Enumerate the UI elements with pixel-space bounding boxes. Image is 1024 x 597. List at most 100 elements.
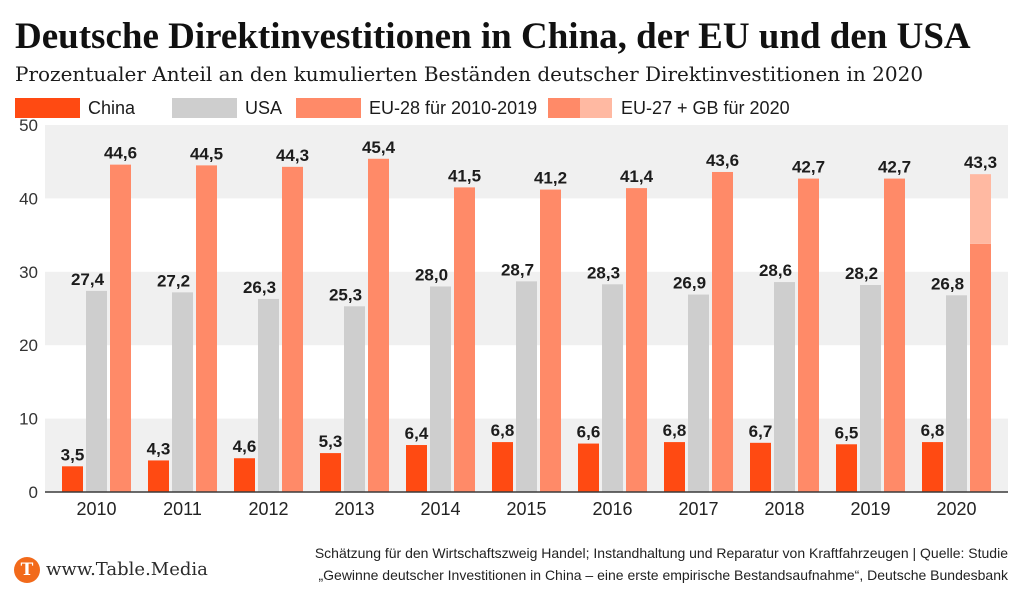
- legend-label-usa: USA: [245, 98, 283, 118]
- x-tick-label: 2011: [163, 499, 202, 519]
- data-label-eu-2020: 43,3: [964, 153, 997, 172]
- bar-eu-2011: [196, 165, 217, 492]
- bar-eu-2012: [282, 166, 303, 492]
- chart-subtitle: Prozentualer Anteil an den kumulierten B…: [15, 62, 924, 86]
- bar-china-2011: [148, 460, 169, 492]
- bar-usa-2011: [172, 292, 193, 492]
- data-label-china-2012: 4,6: [233, 437, 257, 456]
- legend-item-eu27-gb: EU-27 + GB für 2020: [548, 98, 790, 118]
- data-label-china-2013: 5,3: [319, 432, 343, 451]
- bar-eu-2017: [712, 171, 733, 492]
- x-tick-label: 2013: [334, 499, 374, 519]
- data-label-eu-2015: 41,2: [534, 169, 567, 188]
- data-label-eu-2012: 44,3: [276, 146, 309, 165]
- data-label-usa-2014: 28,0: [415, 265, 448, 284]
- data-label-china-2016: 6,6: [577, 423, 601, 442]
- bar-usa-2014: [430, 286, 451, 492]
- data-label-china-2019: 6,5: [835, 423, 859, 442]
- data-label-china-2020: 6,8: [921, 421, 945, 440]
- y-tick-label: 10: [19, 410, 38, 429]
- bar-china-2017: [664, 442, 685, 492]
- bar-eu-2013: [368, 158, 389, 492]
- legend-swatch-china: [15, 98, 80, 118]
- data-label-china-2018: 6,7: [749, 422, 773, 441]
- bar-usa-2015: [516, 281, 537, 492]
- source-note-line-2: „Gewinne deutscher Investitionen in Chin…: [318, 567, 1008, 583]
- data-label-usa-2013: 25,3: [329, 285, 362, 304]
- bar-china-2020: [922, 442, 943, 492]
- data-label-china-2015: 6,8: [491, 421, 515, 440]
- y-tick-label: 20: [19, 336, 38, 355]
- bar-eu-2010: [110, 164, 131, 493]
- data-label-usa-2010: 27,4: [71, 270, 105, 289]
- data-label-usa-2017: 26,9: [673, 274, 706, 293]
- data-label-eu-2011: 44,5: [190, 144, 223, 163]
- x-tick-label: 2019: [850, 499, 890, 519]
- legend-swatch-gb: [580, 98, 612, 118]
- x-tick-label: 2015: [506, 499, 546, 519]
- bar-usa-2012: [258, 298, 279, 492]
- data-label-usa-2018: 28,6: [759, 261, 792, 280]
- bar-china-2015: [492, 442, 513, 492]
- x-tick-label: 2014: [420, 499, 460, 519]
- data-label-china-2010: 3,5: [61, 445, 85, 464]
- x-tick-label: 2010: [76, 499, 116, 519]
- data-label-eu-2017: 43,6: [706, 151, 739, 170]
- bar-china-2013: [320, 453, 341, 492]
- data-label-china-2011: 4,3: [147, 439, 171, 458]
- data-label-china-2017: 6,8: [663, 421, 687, 440]
- bar-china-2019: [836, 444, 857, 492]
- legend-swatch-eu27-gb: [548, 98, 613, 118]
- table-media-logo-icon: T: [14, 557, 40, 583]
- bar-usa-2017: [688, 294, 709, 492]
- x-tick-label: 2018: [764, 499, 804, 519]
- bar-eu-2014: [454, 187, 475, 492]
- data-label-eu-2018: 42,7: [792, 158, 825, 177]
- data-label-eu-2013: 45,4: [362, 138, 396, 157]
- brand-url: www.Table.Media: [46, 559, 208, 580]
- bar-gb-2020: [970, 174, 991, 244]
- x-tick-label: 2016: [592, 499, 632, 519]
- data-label-eu-2019: 42,7: [878, 158, 911, 177]
- data-label-usa-2015: 28,7: [501, 260, 534, 279]
- data-label-usa-2012: 26,3: [243, 278, 276, 297]
- data-label-eu-2014: 41,5: [448, 166, 481, 185]
- legend-label-eu27-gb: EU-27 + GB für 2020: [621, 98, 790, 118]
- bar-eu-2015: [540, 189, 561, 493]
- legend-swatch-eu28: [296, 98, 361, 118]
- bar-china-2010: [62, 466, 83, 492]
- bar-usa-2010: [86, 290, 107, 492]
- legend-swatch-usa: [172, 98, 237, 118]
- data-label-usa-2019: 28,2: [845, 264, 878, 283]
- legend-swatch-eu27: [548, 98, 580, 118]
- data-label-eu-2010: 44,6: [104, 144, 137, 163]
- y-tick-label: 50: [19, 116, 38, 135]
- bar-china-2014: [406, 445, 427, 492]
- source-note-line-1: Schätzung für den Wirtschaftszweig Hande…: [314, 545, 1008, 561]
- data-label-eu-2016: 41,4: [620, 167, 654, 186]
- x-tick-label: 2017: [678, 499, 718, 519]
- bar-usa-2013: [344, 306, 365, 492]
- x-tick-label: 2012: [248, 499, 288, 519]
- y-tick-label: 0: [29, 483, 38, 502]
- legend-item-usa: USA: [172, 98, 282, 118]
- bar-eu-2018: [798, 178, 819, 492]
- bar-usa-2016: [602, 284, 623, 492]
- bar-eu-2019: [884, 178, 905, 492]
- bar-china-2012: [234, 458, 255, 492]
- x-tick-label: 2020: [936, 499, 976, 519]
- data-label-china-2014: 6,4: [405, 424, 429, 443]
- legend-item-eu28: EU-28 für 2010-2019: [296, 98, 537, 118]
- y-tick-label: 30: [19, 263, 38, 282]
- legend-item-china: China: [15, 98, 135, 118]
- bar-china-2016: [578, 443, 599, 492]
- chart-title: Deutsche Direktinvestitionen in China, d…: [15, 16, 971, 57]
- bar-usa-2019: [860, 285, 881, 492]
- data-label-usa-2011: 27,2: [157, 271, 190, 290]
- data-label-usa-2020: 26,8: [931, 274, 964, 293]
- bar-usa-2018: [774, 282, 795, 492]
- bar-eu27-2020: [970, 243, 991, 492]
- legend-label-china: China: [88, 98, 136, 118]
- bar-eu-2016: [626, 188, 647, 492]
